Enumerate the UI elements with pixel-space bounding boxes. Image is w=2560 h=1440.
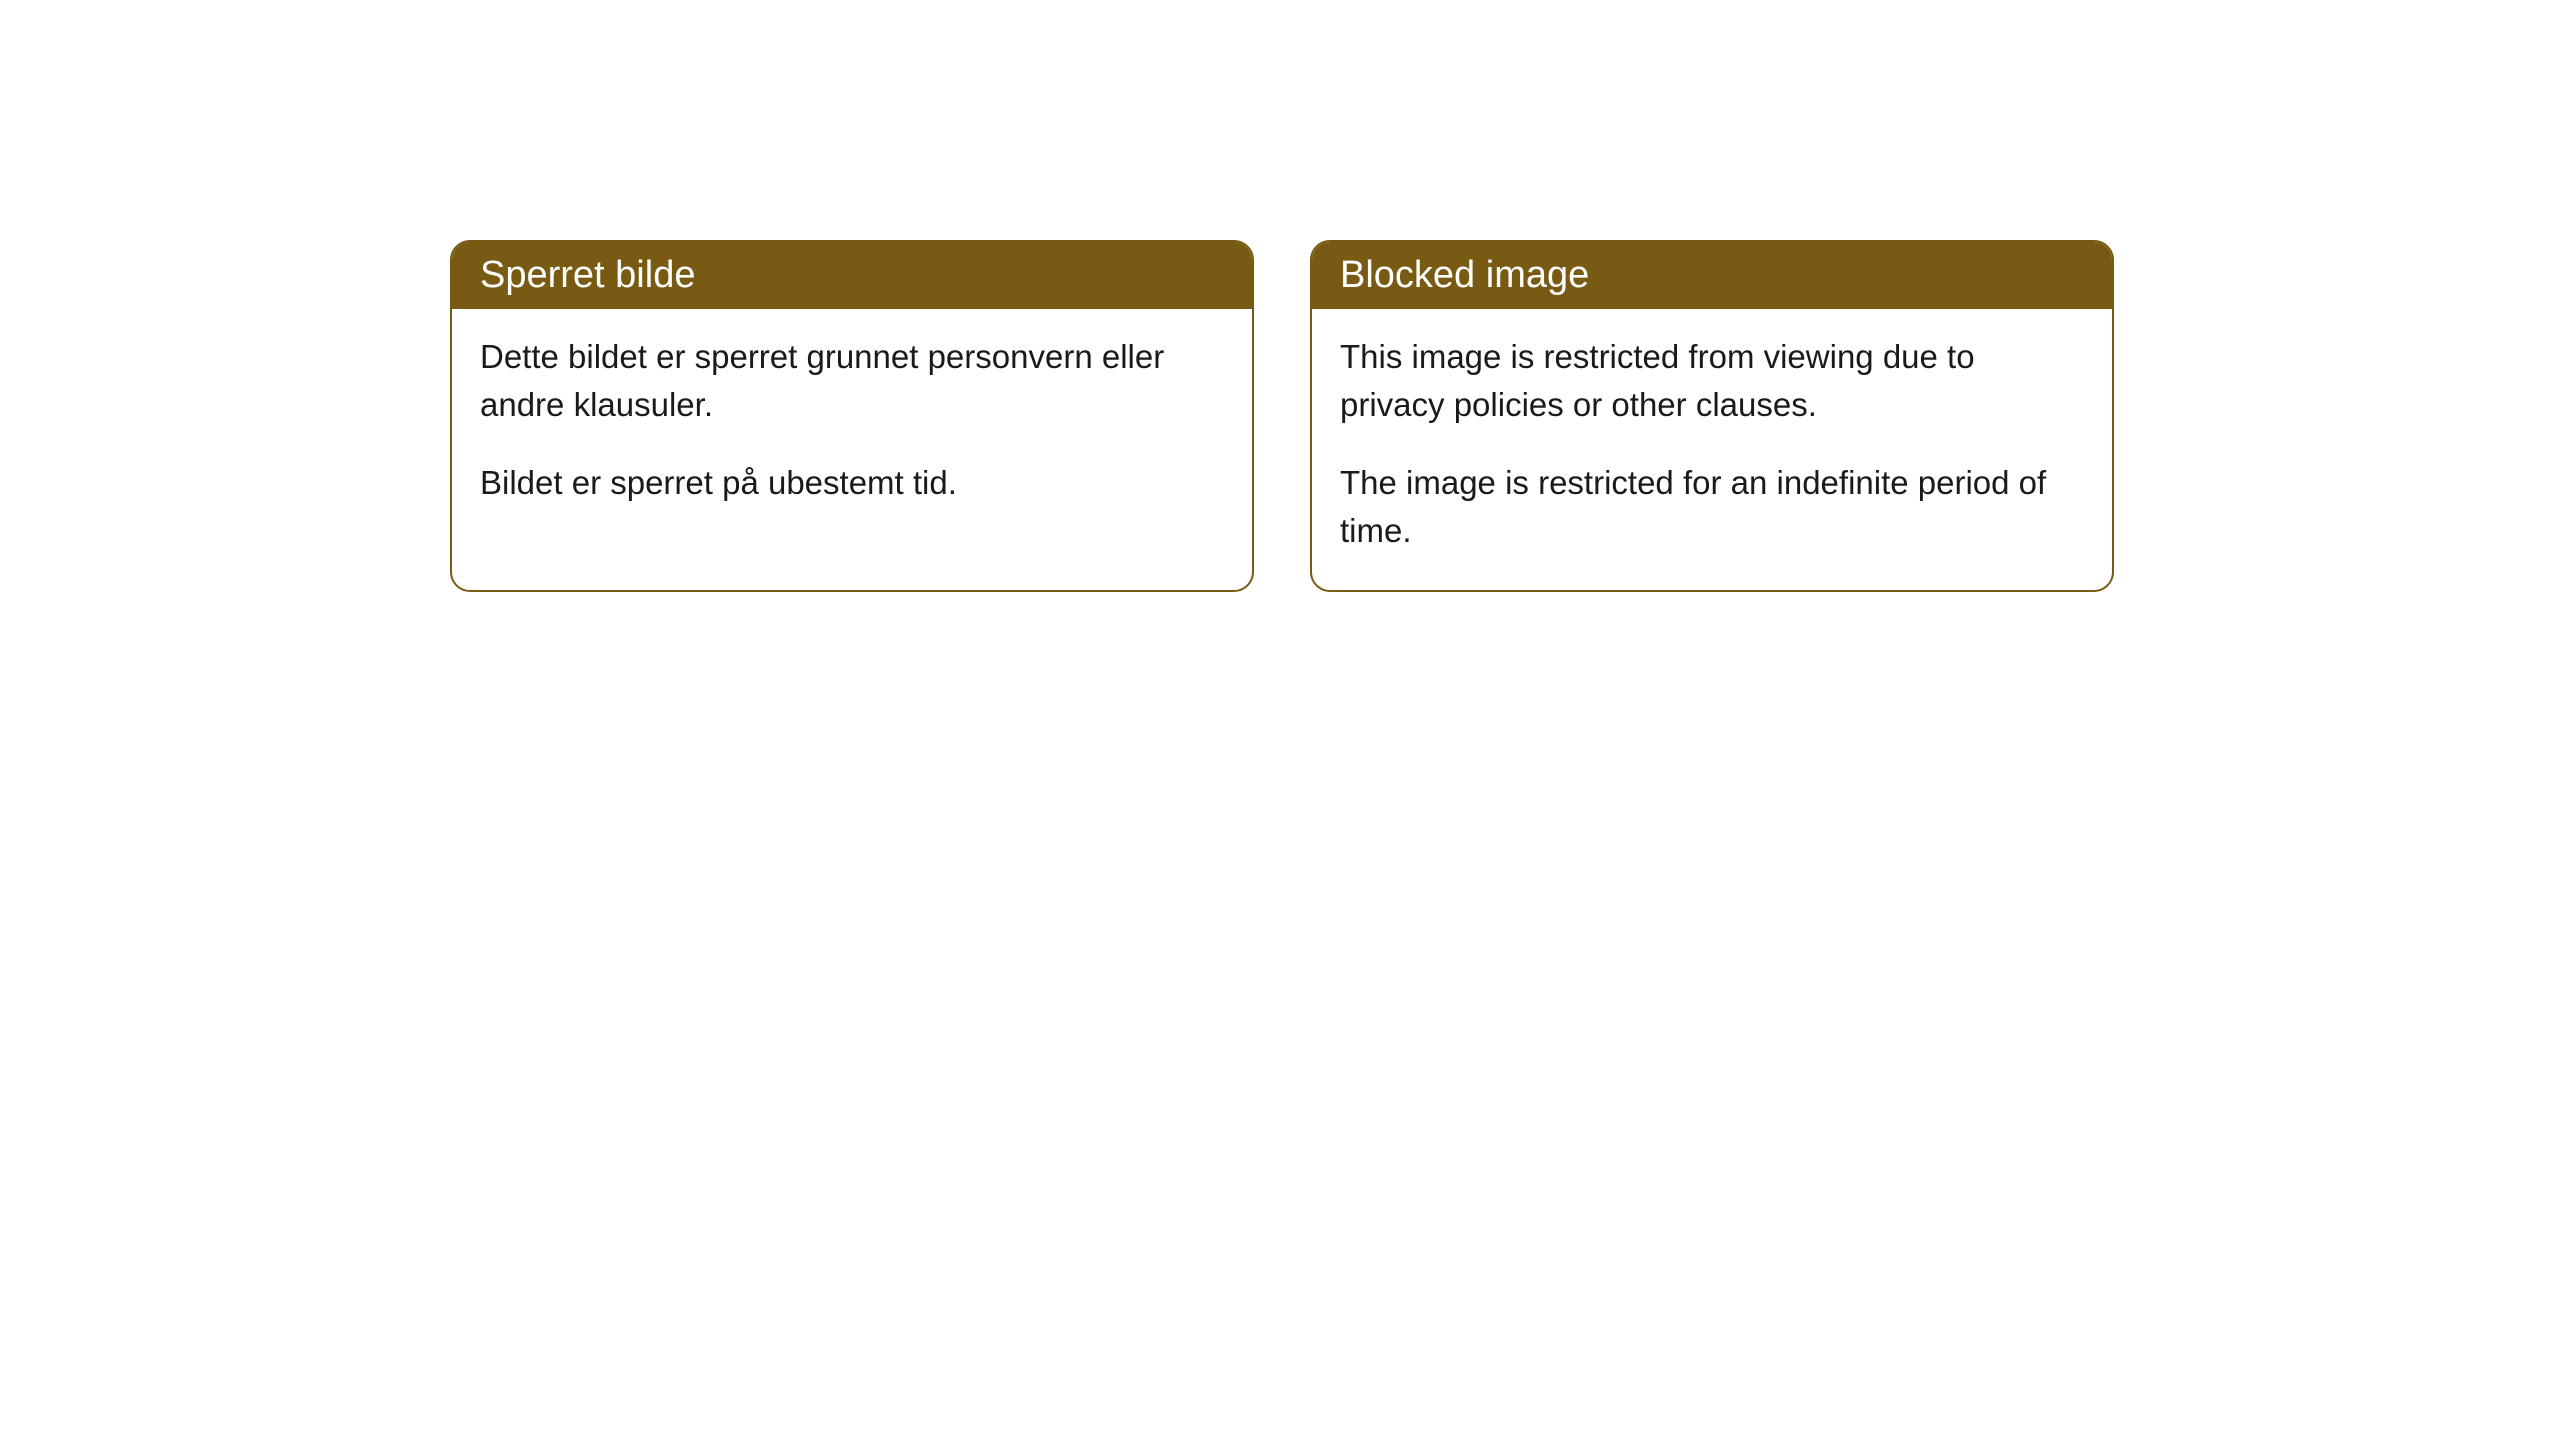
notice-card-norwegian: Sperret bilde Dette bildet er sperret gr… — [450, 240, 1254, 592]
card-body: This image is restricted from viewing du… — [1312, 309, 2112, 590]
notice-cards-container: Sperret bilde Dette bildet er sperret gr… — [0, 0, 2560, 592]
card-header: Sperret bilde — [452, 242, 1252, 309]
card-paragraph: The image is restricted for an indefinit… — [1340, 459, 2084, 555]
card-title: Sperret bilde — [480, 254, 695, 296]
card-title: Blocked image — [1340, 254, 1589, 296]
card-paragraph: Dette bildet er sperret grunnet personve… — [480, 333, 1224, 429]
notice-card-english: Blocked image This image is restricted f… — [1310, 240, 2114, 592]
card-header: Blocked image — [1312, 242, 2112, 309]
card-paragraph: This image is restricted from viewing du… — [1340, 333, 2084, 429]
card-paragraph: Bildet er sperret på ubestemt tid. — [480, 459, 1224, 507]
card-body: Dette bildet er sperret grunnet personve… — [452, 309, 1252, 543]
